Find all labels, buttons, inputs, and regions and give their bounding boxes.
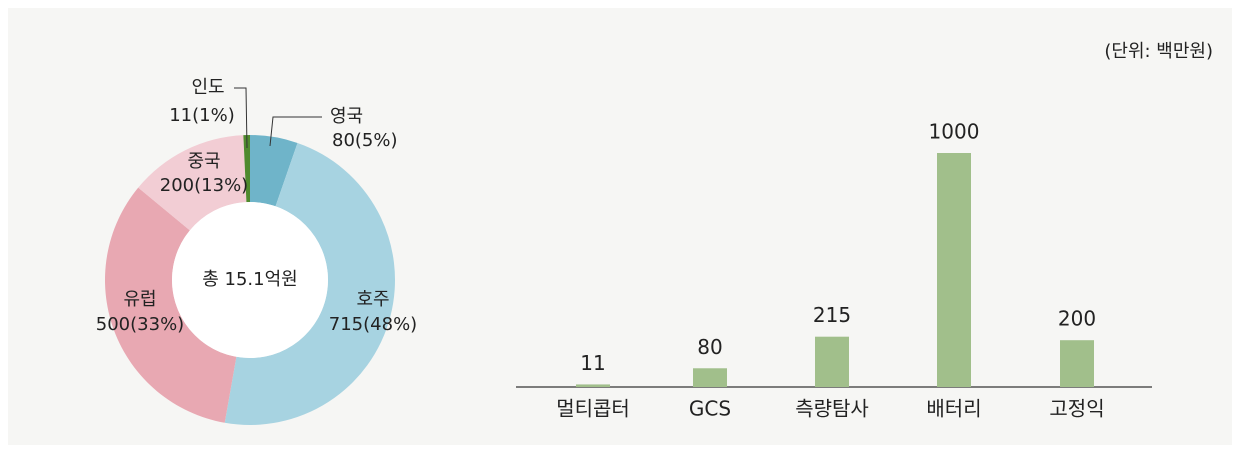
slice-name: 유럽 xyxy=(123,289,156,310)
slice-value-label: 715(48%) xyxy=(329,314,417,335)
donut-slice xyxy=(105,187,237,423)
bar xyxy=(937,153,971,387)
data-label: 80 xyxy=(697,335,722,359)
data-label: 215 xyxy=(813,303,851,327)
bar xyxy=(1060,340,1094,387)
slice-value-label: 200(13%) xyxy=(160,175,248,196)
slice-name: 인도 xyxy=(191,77,224,98)
slice-value-label: 11(1%) xyxy=(169,105,235,126)
leader-line xyxy=(269,116,322,147)
slice-name: 중국 xyxy=(187,151,220,172)
slice-value-label: 500(33%) xyxy=(96,314,184,335)
x-tick-label: 멀티콥터 xyxy=(556,397,630,421)
slice-value-label: 80(5%) xyxy=(332,130,398,151)
slice-name: 영국 xyxy=(330,106,363,127)
bar xyxy=(815,336,849,387)
donut-slice xyxy=(138,135,247,231)
bar xyxy=(576,384,610,387)
data-label: 200 xyxy=(1058,307,1096,331)
leader-line xyxy=(234,87,248,149)
data-label: 11 xyxy=(580,351,605,375)
x-tick-label: GCS xyxy=(689,397,731,421)
unit-label: (단위: 백만원) xyxy=(1104,41,1213,62)
center-label: 총 15.1억원 xyxy=(202,269,297,290)
donut-hole xyxy=(172,202,328,358)
donut-slice xyxy=(224,143,395,425)
donut-slice xyxy=(243,135,250,203)
data-label: 1000 xyxy=(929,120,980,144)
x-tick-label: 배터리 xyxy=(926,397,981,421)
x-tick-label: 측량탐사 xyxy=(795,397,869,421)
donut-slice xyxy=(250,135,298,207)
x-tick-label: 고정익 xyxy=(1049,397,1104,421)
slice-name: 호주 xyxy=(356,289,389,310)
bar xyxy=(693,368,727,387)
